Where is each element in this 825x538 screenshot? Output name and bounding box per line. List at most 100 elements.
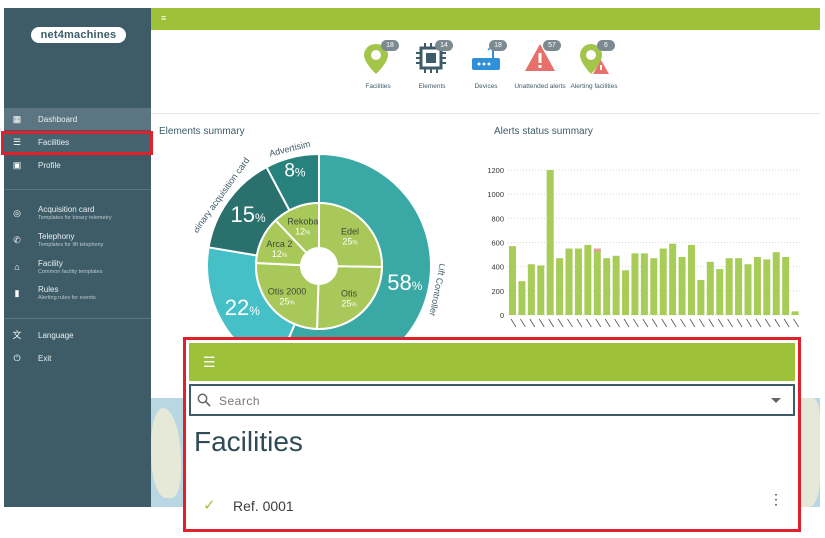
x-tick-mark bbox=[567, 318, 573, 328]
stat-facilities[interactable]: 18 Facilities bbox=[352, 40, 404, 91]
bar bbox=[509, 246, 517, 315]
inner-slice-value: 25% bbox=[342, 236, 358, 246]
inner-slice-label: Arca 2 bbox=[266, 239, 292, 249]
sidebar-item-rules[interactable]: ▮ Rules Alerting rules for events bbox=[4, 284, 151, 310]
bar bbox=[556, 258, 564, 315]
warning-icon bbox=[525, 44, 555, 71]
y-tick-label: 800 bbox=[491, 214, 504, 223]
check-icon: ✓ bbox=[203, 497, 216, 514]
count-badge: 57 bbox=[543, 40, 561, 51]
donut-hole bbox=[301, 248, 337, 284]
sidebar-item-exit[interactable]: ⏻ Exit bbox=[4, 347, 151, 369]
bar-accent bbox=[593, 248, 601, 252]
search-icon bbox=[197, 393, 211, 407]
bar bbox=[565, 248, 573, 315]
x-tick-mark bbox=[670, 318, 677, 328]
x-tick-mark bbox=[642, 318, 649, 328]
bar bbox=[546, 170, 554, 315]
x-tick-mark bbox=[736, 318, 743, 328]
stat-elements[interactable]: 14 Elements bbox=[406, 40, 458, 91]
sidebar-item-language[interactable]: 文 Language bbox=[4, 324, 151, 346]
stat-alerting-facilities[interactable]: 6 Alerting facilities bbox=[568, 40, 620, 91]
more-vert-icon[interactable]: ⋮ bbox=[769, 491, 783, 507]
panel-top-bar: ☰ bbox=[189, 343, 795, 381]
bar bbox=[622, 270, 630, 315]
bar bbox=[527, 264, 535, 315]
sidebar-item-telephony[interactable]: ✆ Telephony Templates for lift telephony bbox=[4, 231, 151, 257]
y-tick-label: 600 bbox=[491, 239, 504, 248]
elements-summary-title: Elements summary bbox=[159, 126, 245, 137]
sidebar-item-label: Facilities bbox=[38, 137, 70, 147]
count-badge: 6 bbox=[597, 40, 615, 51]
list-item-label: Ref. 0001 bbox=[233, 498, 294, 514]
stat-devices[interactable]: 18 Devices bbox=[460, 40, 512, 91]
x-tick-mark bbox=[586, 318, 592, 328]
inner-slice bbox=[255, 218, 308, 267]
translate-icon: 文 bbox=[12, 330, 22, 340]
sidebar-item-sublabel: Templates for binary telemetry bbox=[38, 215, 112, 221]
target-icon: ◎ bbox=[13, 208, 21, 218]
menu-icon[interactable]: ≡ bbox=[161, 13, 167, 23]
x-tick-mark bbox=[576, 318, 583, 328]
x-tick-mark bbox=[529, 318, 536, 328]
inner-slice-label: Otis 2000 bbox=[268, 287, 307, 297]
facilities-panel: ☰ Search Facilities ✓ Ref. 0001 ⋮ bbox=[183, 337, 801, 532]
x-tick-mark bbox=[746, 318, 752, 328]
x-tick-mark bbox=[557, 318, 564, 328]
divider bbox=[151, 113, 820, 114]
menu-icon[interactable]: ☰ bbox=[203, 354, 216, 370]
sidebar-item-label: Language bbox=[38, 330, 74, 340]
search-placeholder: Search bbox=[219, 394, 261, 408]
stat-unattended-alerts[interactable]: 57 Unattended alerts bbox=[514, 40, 566, 91]
inner-slice-value: 25% bbox=[341, 298, 357, 308]
sidebar: net4machines ▦ Dashboard ☰ Facilities ▣ … bbox=[4, 8, 151, 507]
bar bbox=[603, 258, 611, 315]
x-tick-mark bbox=[727, 318, 733, 328]
x-tick-mark bbox=[708, 318, 715, 328]
sidebar-item-acquisition-card[interactable]: ◎ Acquisition card Templates for binary … bbox=[4, 204, 151, 230]
sidebar-item-label: Rules bbox=[38, 285, 59, 294]
inner-slice-value: 12% bbox=[295, 227, 311, 237]
bar bbox=[735, 258, 743, 315]
sidebar-item-sublabel: Alerting rules for events bbox=[38, 295, 96, 301]
bar bbox=[706, 261, 714, 315]
x-tick-mark bbox=[680, 318, 686, 328]
bar bbox=[725, 258, 733, 315]
inner-slice-label: Rekoba bbox=[287, 217, 318, 227]
x-tick-mark bbox=[538, 318, 545, 328]
sidebar-item-label: Dashboard bbox=[38, 114, 78, 124]
y-tick-label: 1200 bbox=[487, 166, 504, 175]
stat-label: Facilities bbox=[365, 83, 391, 90]
bar bbox=[612, 255, 620, 315]
donut-value-label: 8% bbox=[284, 160, 306, 181]
stat-label: Alerting facilities bbox=[570, 83, 618, 90]
inner-slice-value: 25% bbox=[279, 297, 295, 307]
list-item[interactable]: ✓ Ref. 0001 ⋮ bbox=[189, 488, 795, 524]
bar bbox=[631, 253, 639, 315]
x-tick-mark bbox=[633, 318, 639, 328]
bar bbox=[537, 265, 545, 315]
search-input[interactable]: Search bbox=[189, 384, 795, 416]
sidebar-item-profile[interactable]: ▣ Profile bbox=[4, 154, 151, 176]
profile-icon: ▣ bbox=[12, 160, 22, 170]
bar bbox=[763, 259, 771, 315]
sidebar-item-dashboard[interactable]: ▦ Dashboard bbox=[4, 108, 151, 130]
x-tick-mark bbox=[595, 318, 602, 328]
sidebar-item-sublabel: Templates for lift telephony bbox=[38, 242, 104, 248]
bar bbox=[697, 279, 705, 315]
x-tick-mark bbox=[623, 318, 630, 328]
sidebar-item-label: Acquisition card bbox=[38, 205, 95, 214]
sidebar-item-label: Facility bbox=[38, 259, 63, 268]
sidebar-item-facilities[interactable]: ☰ Facilities bbox=[4, 131, 151, 153]
bar bbox=[772, 252, 780, 315]
bar bbox=[659, 248, 667, 315]
x-tick-mark bbox=[793, 318, 799, 328]
bar bbox=[791, 311, 799, 315]
chevron-down-icon[interactable] bbox=[771, 398, 781, 403]
count-badge: 18 bbox=[489, 40, 507, 51]
sidebar-item-facility[interactable]: ⌂ Facility Common facility templates bbox=[4, 258, 151, 284]
logo: net4machines bbox=[31, 27, 126, 43]
x-tick-mark bbox=[764, 318, 771, 328]
power-icon: ⏻ bbox=[13, 353, 21, 363]
